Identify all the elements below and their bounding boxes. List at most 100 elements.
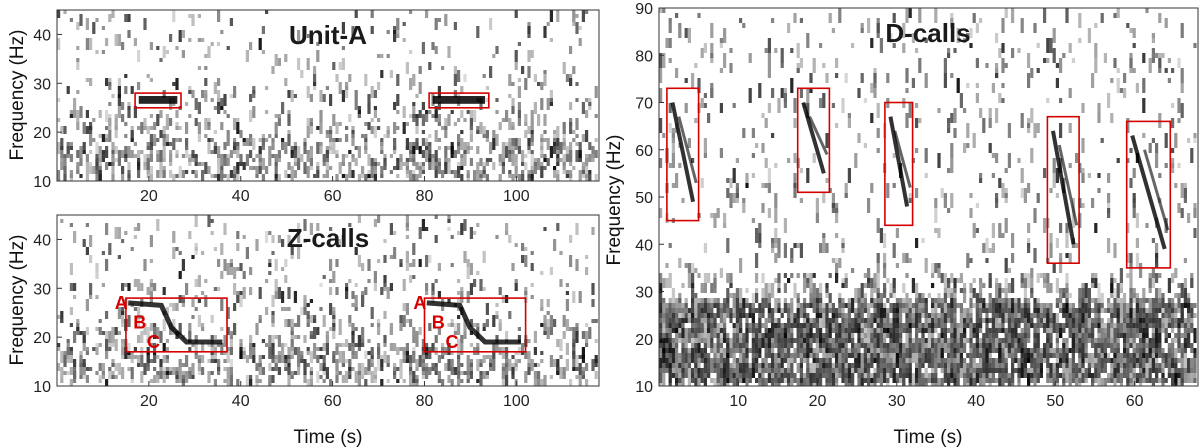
spectrogram-cell — [306, 150, 310, 154]
spectrogram-cell — [671, 373, 675, 378]
spectrogram-cell — [1132, 288, 1136, 298]
spectrogram-cell — [1004, 298, 1008, 303]
spectrogram-cell — [121, 42, 125, 50]
spectrogram-cell — [268, 231, 272, 235]
spectrogram-cell — [204, 94, 208, 98]
spectrogram-cell — [412, 275, 416, 279]
spectrogram-cell — [1103, 363, 1107, 368]
spectrogram-cell — [835, 368, 839, 373]
spectrogram-cell — [764, 303, 768, 308]
spectrogram-cell — [1091, 333, 1095, 338]
spectrogram-cell — [771, 133, 775, 138]
spectrogram-cell — [466, 379, 470, 383]
spectrogram-cell — [498, 287, 502, 295]
spectrogram-cell — [226, 134, 230, 146]
spectrogram-cell — [268, 271, 272, 275]
spectrogram-cell — [85, 162, 89, 174]
spectrogram-cell — [335, 259, 339, 267]
x-tick-label: 80 — [416, 393, 434, 410]
spectrogram-cell — [335, 154, 339, 158]
spectrogram-cell — [991, 223, 995, 238]
spectrogram-cell — [671, 313, 675, 323]
spectrogram-cell — [838, 363, 842, 373]
spectrogram-cell — [767, 53, 771, 68]
spectrogram-cell — [95, 343, 99, 347]
spectrogram-cell — [111, 174, 115, 181]
spectrogram-cell — [1123, 323, 1127, 338]
spectrogram-cell — [111, 327, 115, 339]
spectrogram-cell — [1004, 218, 1008, 233]
spectrogram-cell — [389, 343, 393, 351]
spectrogram-cell — [92, 166, 96, 174]
spectrogram-cell — [1097, 308, 1101, 318]
spectrogram-cell — [447, 375, 451, 383]
spectrogram-cell — [735, 158, 739, 163]
spectrogram-cell — [210, 138, 214, 142]
spectrogram-cell — [1007, 123, 1011, 138]
spectrogram-cell — [293, 94, 297, 98]
spectrogram-cell — [697, 353, 701, 358]
spectrogram-cell — [281, 355, 285, 363]
spectrogram-cell — [825, 348, 829, 353]
spectrogram-cell — [271, 251, 275, 255]
spectrogram-cell — [1055, 313, 1059, 318]
spectrogram-cell — [991, 358, 995, 373]
spectrogram-cell — [213, 379, 217, 386]
spectrogram-cell — [335, 122, 339, 134]
spectrogram-cell — [581, 10, 585, 22]
spectrogram-cell — [79, 375, 83, 379]
spectrogram-cell — [793, 353, 797, 363]
spectrogram-cell — [60, 126, 64, 134]
spectrogram-cell — [418, 146, 422, 154]
spectrogram-cell — [950, 373, 954, 378]
spectrogram-cell — [101, 251, 105, 255]
spectrogram-cell — [569, 102, 573, 110]
spectrogram-cell — [710, 313, 714, 328]
spectrogram-cell — [1164, 133, 1168, 148]
spectrogram-cell — [146, 327, 150, 339]
spectrogram-cell — [210, 335, 214, 339]
spectrogram-cell — [860, 318, 864, 323]
spectrogram-cell — [482, 251, 486, 263]
spectrogram-cell — [921, 363, 925, 368]
spectrogram-cell — [553, 146, 557, 154]
spectrogram-cell — [931, 348, 935, 353]
spectrogram-cell — [181, 299, 185, 303]
spectrogram-cell — [1129, 353, 1133, 358]
spectrogram-cell — [1014, 348, 1018, 358]
spectrogram-cell — [969, 258, 973, 263]
spectrogram-cell — [303, 239, 307, 243]
spectrogram-cell — [803, 278, 807, 293]
spectrogram-cell — [194, 243, 198, 251]
spectrogram-cell — [492, 351, 496, 359]
spectrogram-cell — [796, 313, 800, 318]
spectrogram-cell — [1094, 318, 1098, 323]
spectrogram-cell — [332, 355, 336, 363]
spectrogram-cell — [991, 328, 995, 333]
spectrogram-cell — [982, 283, 986, 288]
spectrogram-cell — [777, 348, 781, 353]
spectrogram-cell — [860, 73, 864, 83]
spectrogram-cell — [943, 358, 947, 363]
spectrogram-cell — [671, 338, 675, 343]
spectrogram-cell — [201, 38, 205, 42]
spectrogram-cell — [812, 373, 816, 383]
spectrogram-cell — [457, 315, 461, 319]
spectrogram-cell — [908, 353, 912, 358]
spectrogram-cell — [194, 158, 198, 162]
spectrogram-cell — [940, 353, 944, 368]
spectrogram-cell — [943, 73, 947, 88]
spectrogram-cell — [700, 48, 704, 58]
spectrogram-cell — [517, 42, 521, 46]
spectrogram-cell — [194, 295, 198, 299]
spectrogram-cell — [892, 278, 896, 293]
spectrogram-cell — [441, 379, 445, 386]
spectrogram-cell — [319, 146, 323, 154]
spectrogram-cell — [748, 303, 752, 313]
spectrogram-cell — [533, 363, 537, 367]
spectrogram-cell — [127, 367, 131, 371]
spectrogram-cell — [979, 353, 983, 358]
spectrogram-cell — [92, 118, 96, 122]
spectrogram-cell — [185, 102, 189, 106]
spectrogram-cell — [1036, 68, 1040, 73]
